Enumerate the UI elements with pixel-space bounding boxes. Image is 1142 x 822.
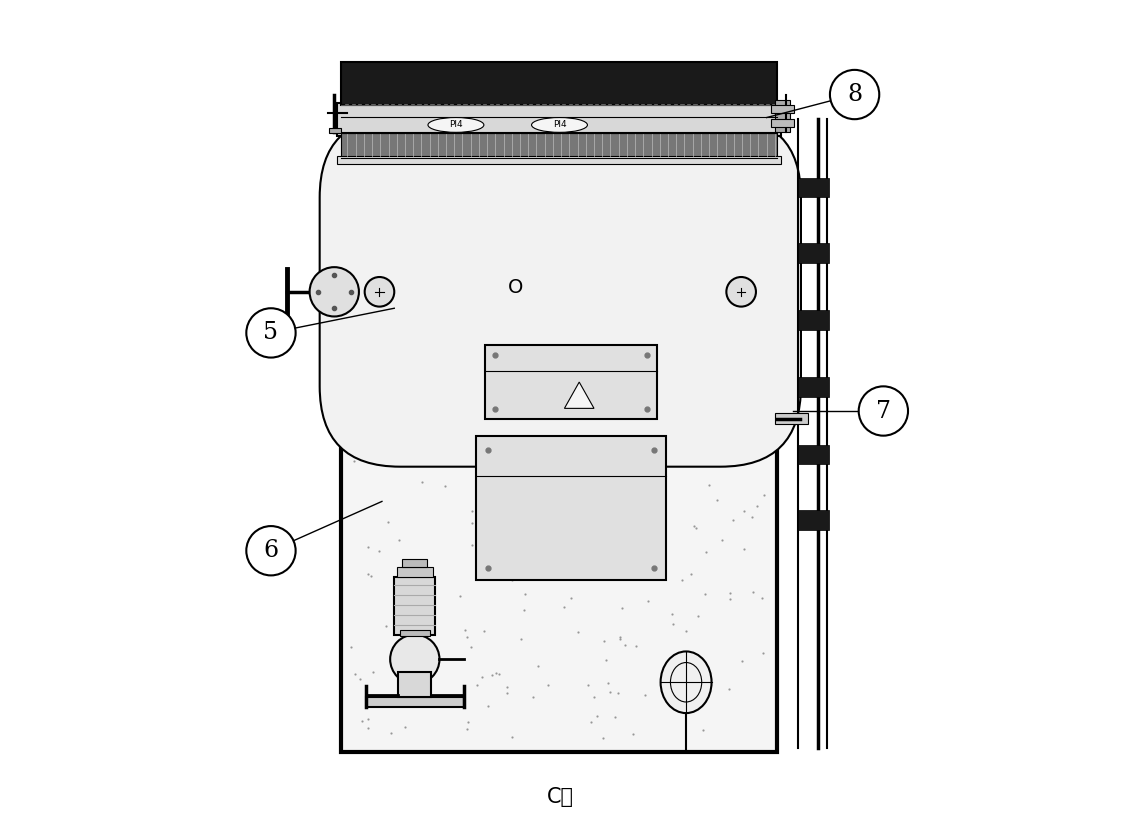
Circle shape [726,277,756,307]
Circle shape [247,526,296,575]
Bar [476,436,666,580]
Ellipse shape [660,651,711,713]
Bar [394,577,435,635]
Bar [798,310,829,330]
Text: C向: C向 [547,787,573,807]
Circle shape [859,386,908,436]
Circle shape [391,635,440,684]
Ellipse shape [531,118,587,132]
Bar [798,243,829,263]
Bar [775,413,807,424]
Bar [400,630,429,636]
Bar [340,133,777,158]
Bar [399,672,432,697]
Circle shape [364,277,394,307]
Text: 6: 6 [264,539,279,562]
Text: 8: 8 [847,83,862,106]
Circle shape [830,70,879,119]
Bar [402,559,427,567]
Bar [396,567,433,577]
Polygon shape [564,382,594,409]
Bar [337,103,781,136]
Circle shape [309,267,359,316]
Bar [329,128,340,133]
Bar [337,156,781,164]
Ellipse shape [428,118,484,132]
Bar [798,178,829,197]
Bar [337,419,781,436]
Circle shape [247,308,296,358]
Bar [365,697,464,707]
Bar [771,105,794,113]
Text: PI4: PI4 [553,121,566,129]
FancyBboxPatch shape [320,117,801,467]
Bar [775,100,789,132]
Bar [798,377,829,397]
Text: 7: 7 [876,399,891,423]
Text: O: O [507,278,523,298]
Bar [484,345,658,419]
Bar [771,119,794,127]
Bar [340,132,777,752]
Text: PI4: PI4 [449,121,463,129]
Bar [340,62,777,105]
Bar [798,510,829,530]
Bar [798,445,829,464]
Text: 5: 5 [264,321,279,344]
